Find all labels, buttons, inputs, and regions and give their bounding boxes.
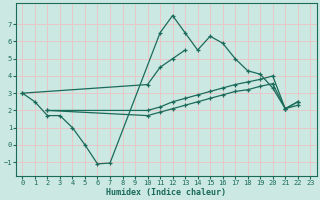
X-axis label: Humidex (Indice chaleur): Humidex (Indice chaleur) — [106, 188, 226, 197]
